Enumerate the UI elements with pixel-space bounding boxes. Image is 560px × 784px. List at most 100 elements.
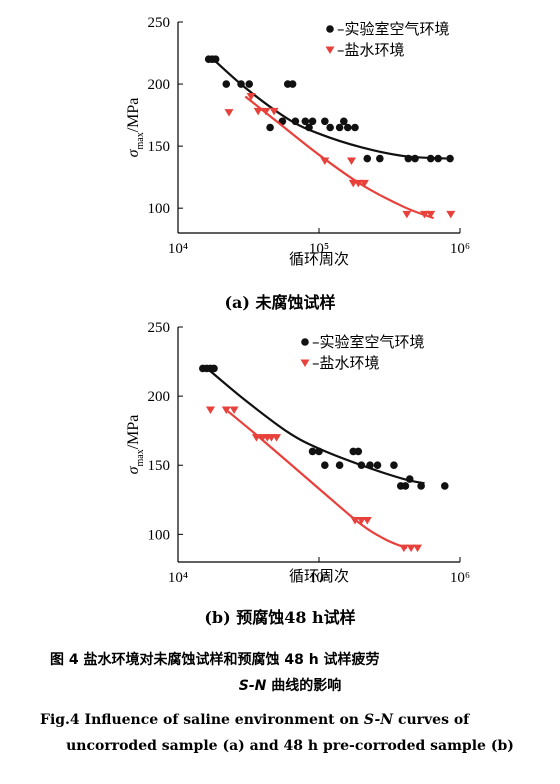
data-point-air [308,117,317,126]
data-point-air [366,461,374,470]
subfigure-caption-b: (b) 预腐蚀48 h试样 [204,608,356,627]
data-point-saline [246,92,256,101]
data-point-air [417,482,425,490]
fit-curve-saline [244,95,435,220]
data-point-saline [205,406,215,414]
data-point-saline [253,107,263,116]
fit-curve-air [209,55,447,160]
y-axis-subscript: max [135,449,146,466]
data-point-air [390,461,398,470]
data-point-saline [224,109,234,117]
y-axis-title: σmax/MPa [125,415,146,475]
data-point-air [354,447,363,456]
y-tick-label: 100 [148,201,171,217]
data-point-air [266,123,274,132]
data-point-saline [320,157,330,166]
y-axis-subscript: max [135,132,146,149]
data-point-air [434,154,442,163]
data-point-saline [251,434,261,442]
data-point-saline [221,406,231,414]
data-point-air [245,80,254,88]
y-tick-label: 200 [148,77,171,93]
legend-label: –实验室空气环境 [337,20,450,38]
legend-label: –盐水环境 [312,354,380,372]
data-point-air [305,123,313,132]
x-tick-label: 10⁶ [450,241,470,257]
figure-caption-english-line1-b: curves of [393,712,470,728]
y-axis-symbol: σ [125,148,142,157]
data-point-air [343,123,352,132]
data-point-saline [362,517,372,525]
figure-caption-chinese-line2-rest: 曲线的影响 [266,678,342,694]
legend-marker-air [301,338,309,346]
data-point-saline [346,157,356,166]
figure-caption-english: Fig.4 Influence of saline environment on… [40,707,540,759]
y-axis-title: σmax/MPa [125,98,146,158]
data-point-air [401,482,410,490]
data-point-saline [229,406,239,414]
legend-label: –盐水环境 [337,41,405,59]
data-point-saline [272,434,282,442]
y-tick-label: 150 [148,139,171,155]
y-tick-label: 200 [148,389,171,405]
data-point-saline [261,107,271,116]
data-point-air [321,117,329,126]
figure-caption-chinese-line2: S-N 曲线的影响 [50,673,530,699]
data-point-air [335,461,344,470]
data-point-air [351,123,359,132]
data-point-saline [399,544,409,553]
y-axis-unit: /MPa [125,98,142,133]
data-point-air [315,447,323,456]
data-point-air [376,154,384,163]
data-point-air [288,80,297,88]
data-point-saline [406,544,416,553]
legend-marker-saline [325,46,335,54]
y-tick-label: 250 [148,15,171,31]
fit-curve-saline [225,409,408,550]
data-point-air [440,482,449,490]
data-point-air [326,123,334,132]
legend-marker-saline [300,359,310,367]
legend-label: –实验室空气环境 [312,333,425,351]
sn-label: S-N [238,678,267,694]
y-tick-label: 150 [148,458,171,474]
data-point-saline [356,517,366,525]
figure-caption-english-line2: uncorroded sample (a) and 48 h pre-corro… [66,738,514,754]
data-point-saline [426,210,436,219]
data-point-air [357,461,366,470]
data-point-saline [350,517,360,525]
data-point-air [411,154,419,163]
data-point-saline [353,179,363,188]
x-tick-label: 10⁵ [309,570,329,586]
data-point-air [335,123,344,132]
x-axis-title: 循环周次 [289,567,349,585]
data-point-air [211,55,220,64]
y-axis-unit: /MPa [125,415,142,450]
sn-label-english: S-N [363,712,394,728]
chart-b: 100 150 200 250 10⁴ 10⁵ 10⁶ 循环周次 σmax/MPa –实验室空气环… [125,320,470,586]
data-point-air [404,154,413,163]
x-axis-title: 循环周次 [289,250,349,268]
x-tick-label: 10⁶ [450,570,470,586]
figure-caption-english-line1-a: Fig.4 Influence of saline environment on [40,712,364,728]
subfigure-caption-a: (a) 未腐蚀试样 [224,293,336,312]
data-point-air [340,117,348,126]
y-tick-label: 100 [148,527,171,543]
y-axis-symbol: σ [125,465,142,474]
y-tick-label: 250 [148,320,171,336]
data-point-air [363,154,372,163]
data-point-air [301,117,310,126]
data-point-air [426,154,435,163]
chart-a: 100 150 200 250 10⁴ 10⁵ 10⁶ 循环周次 σmax/MPa –实验室空气环… [125,15,470,268]
data-point-air [446,154,454,163]
data-point-saline [413,544,423,553]
data-point-saline [402,210,412,219]
figure-caption-chinese-line1: 图 4 盐水环境对未腐蚀试样和预腐蚀 48 h 试样疲劳 [50,652,380,668]
data-point-saline [446,210,456,219]
data-point-saline [419,210,429,219]
data-point-air [308,447,317,456]
legend-marker-air [326,25,334,33]
x-tick-label: 10⁴ [168,570,188,586]
data-point-air [237,80,245,88]
data-point-air [373,461,382,470]
